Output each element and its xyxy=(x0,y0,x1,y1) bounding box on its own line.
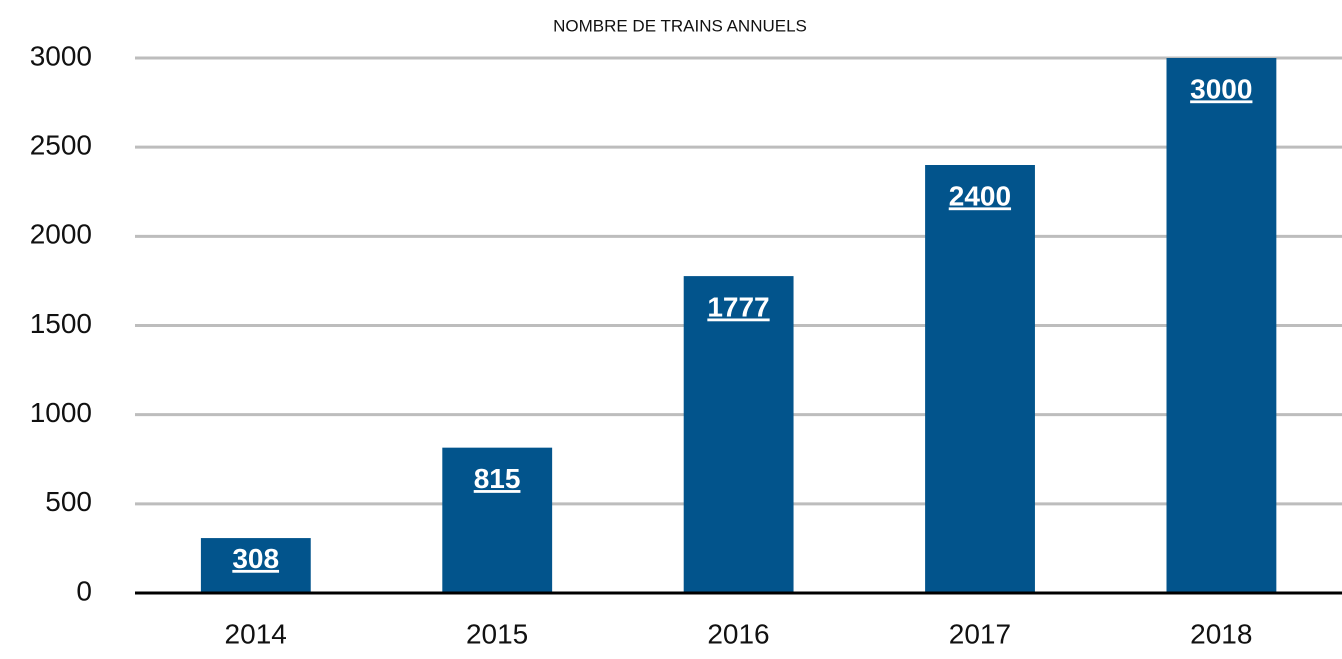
data-label: 2400 xyxy=(949,180,1011,211)
chart-title: NOMBRE DE TRAINS ANNUELS xyxy=(553,16,807,35)
data-label: 3000 xyxy=(1190,73,1252,104)
data-label: 308 xyxy=(232,543,279,574)
y-tick-label: 500 xyxy=(45,486,92,517)
y-tick-label: 2000 xyxy=(30,219,92,250)
bar xyxy=(925,165,1035,593)
data-label: 815 xyxy=(474,463,521,494)
x-tick-label: 2014 xyxy=(225,618,287,649)
y-tick-label: 3000 xyxy=(30,40,92,71)
x-tick-label: 2015 xyxy=(466,618,528,649)
bar xyxy=(200,538,311,593)
bar xyxy=(683,276,794,593)
bar xyxy=(1166,58,1277,593)
x-tick-label: 2016 xyxy=(707,618,769,649)
bar xyxy=(442,447,553,593)
x-tick-label: 2018 xyxy=(1190,618,1252,649)
y-tick-label: 1000 xyxy=(30,397,92,428)
data-label: 1777 xyxy=(707,291,769,322)
y-tick-label: 1500 xyxy=(30,308,92,339)
y-tick-label: 2500 xyxy=(30,130,92,161)
x-tick-label: 2017 xyxy=(949,618,1011,649)
y-tick-label: 0 xyxy=(76,575,92,606)
